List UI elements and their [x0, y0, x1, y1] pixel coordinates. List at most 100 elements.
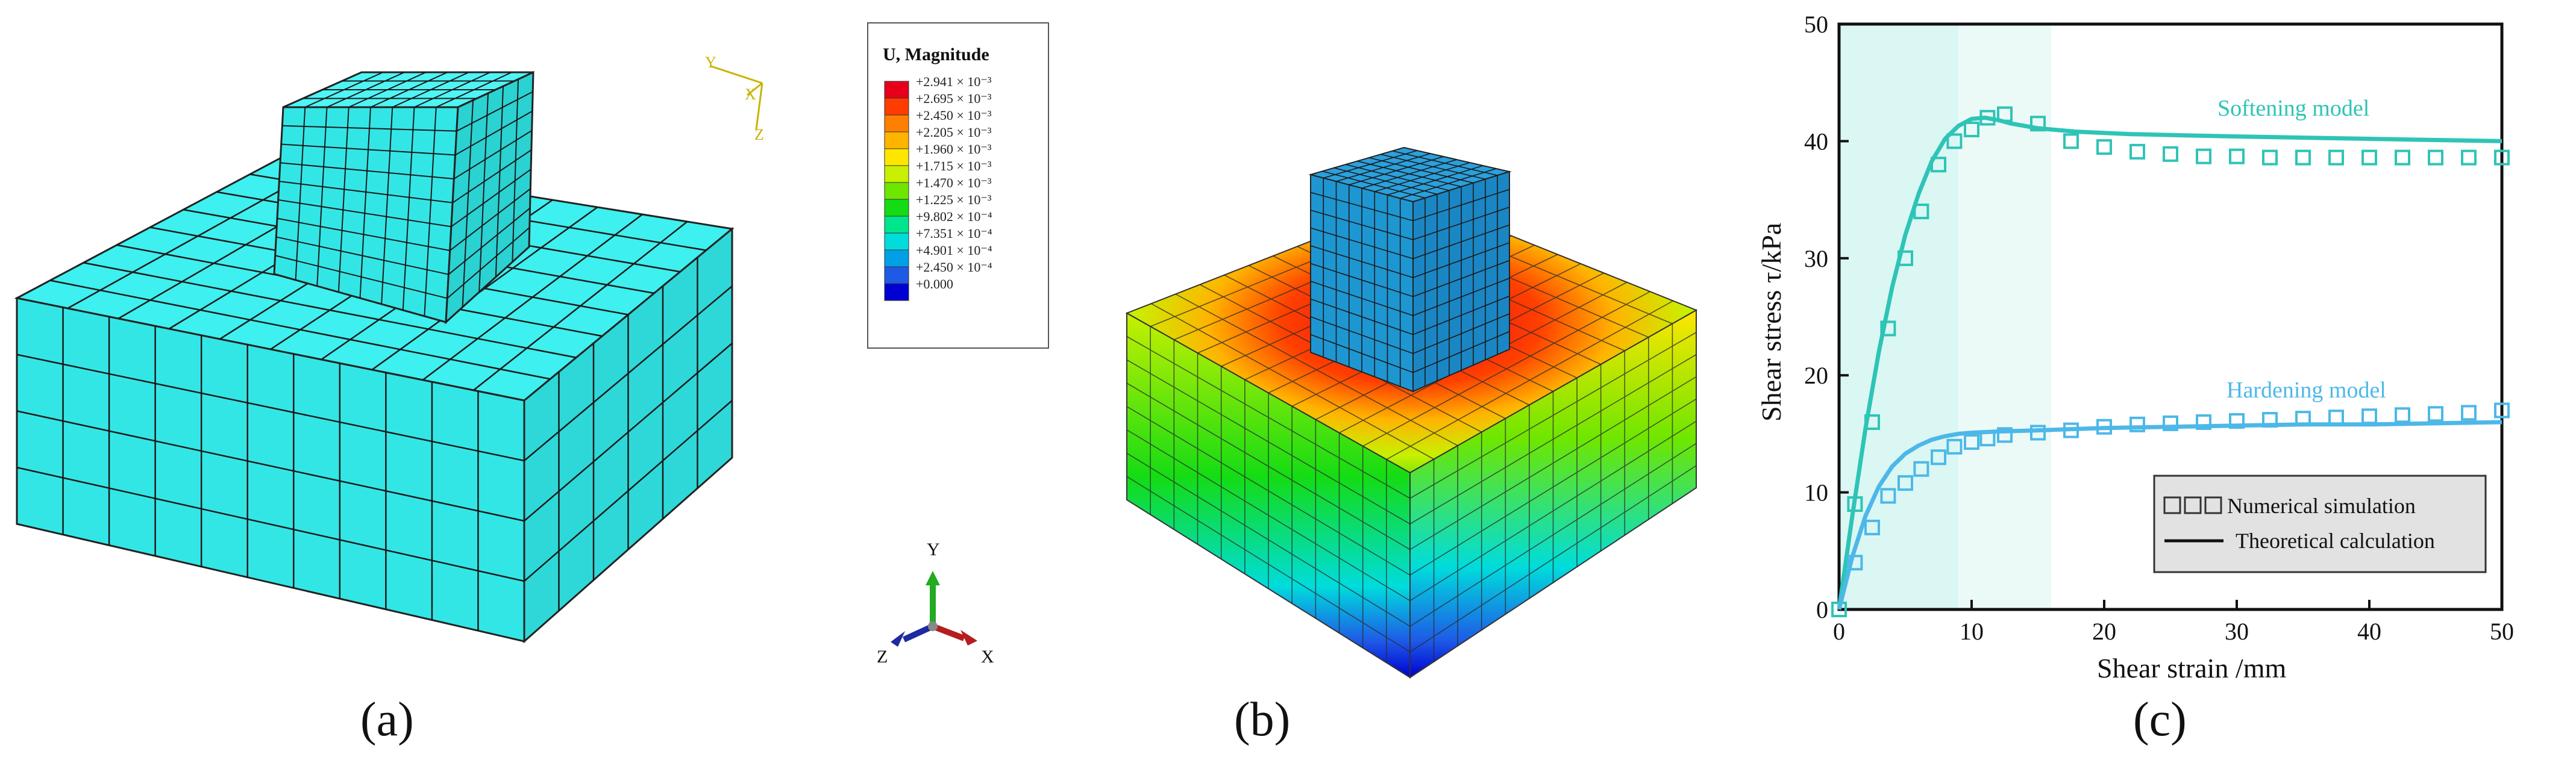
- x-tick-label: 50: [2490, 618, 2514, 645]
- triad-z-label: Z: [877, 647, 888, 667]
- triad-x-label: X: [981, 647, 994, 667]
- series-point-0: [1964, 121, 1979, 137]
- legend-level-label: +2.450 × 10⁻³: [916, 108, 992, 123]
- panel-a-mesh-model: Y X Z: [14, 54, 764, 644]
- legend-level-label: +1.715 × 10⁻³: [916, 158, 992, 173]
- series-point-1: [2063, 422, 2079, 438]
- panel-b-label: (b): [1234, 693, 1291, 746]
- series-point-0: [1931, 157, 1946, 173]
- series-point-1: [2428, 406, 2443, 422]
- x-tick-label: 20: [2092, 618, 2116, 645]
- series-point-0: [2461, 149, 2477, 166]
- x-tick-label: 10: [1960, 618, 1984, 645]
- panel-b-contour-model: [1125, 146, 1698, 679]
- series-point-0: [1997, 106, 2013, 122]
- legend-color-band: [884, 216, 909, 234]
- series-point-0: [2262, 149, 2278, 166]
- series-point-1: [2461, 405, 2477, 421]
- view-axis-x-label: X: [745, 86, 756, 103]
- coordinate-triad: Y X Z: [877, 540, 994, 667]
- series-point-0: [2030, 116, 2046, 132]
- legend-color-band: [884, 148, 909, 166]
- legend-color-band: [884, 114, 909, 132]
- legend-color-band: [884, 165, 909, 183]
- triad-y-label: Y: [927, 540, 940, 559]
- plot-frame: [1837, 22, 2504, 611]
- y-tick-label: 0: [1816, 596, 1828, 623]
- legend-level-label: +1.225 × 10⁻³: [916, 192, 992, 207]
- series-point-0: [2395, 149, 2410, 166]
- series-point-0: [2096, 139, 2112, 155]
- legend-color-band: [884, 98, 909, 116]
- series-point-1: [2196, 414, 2211, 430]
- contour-legend-title: U, Magnitude: [883, 45, 989, 64]
- y-tick-label: 20: [1804, 362, 1828, 389]
- legend-level-label: +4.901 × 10⁻⁴: [916, 243, 992, 258]
- panel-c-label: (c): [2133, 693, 2187, 746]
- series-point-1: [1898, 475, 1913, 491]
- series-point-1: [2229, 413, 2245, 429]
- series-point-1: [2494, 402, 2510, 419]
- legend-color-band: [884, 81, 909, 99]
- legend-color-band: [884, 199, 909, 217]
- series-point-0: [2063, 133, 2079, 149]
- series-point-1: [2262, 412, 2278, 428]
- x-tick-label: 40: [2357, 618, 2381, 645]
- series-point-1: [1946, 438, 1963, 455]
- legend-level-label: +2.695 × 10⁻³: [916, 91, 992, 106]
- legend-level-label: +2.450 × 10⁻⁴: [916, 260, 992, 275]
- legend-level-label: +7.351 × 10⁻⁴: [916, 226, 992, 241]
- x-tick-label: 0: [1833, 618, 1845, 645]
- panel-c-chart: 0 10 20 30 40 50 0 10 20 30 40 50 Softening model H…: [1756, 11, 2514, 684]
- view-axis-y-label: Y: [705, 54, 716, 71]
- legend-level-label: +1.960 × 10⁻³: [916, 142, 992, 157]
- series-point-0: [1946, 133, 1963, 149]
- legend-color-band: [884, 131, 909, 149]
- y-tick-label: 30: [1804, 245, 1828, 272]
- series-point-0: [2494, 149, 2510, 166]
- series-point-0: [1847, 496, 1863, 512]
- series-point-1: [2030, 425, 2046, 441]
- softening-label: Softening model: [2217, 96, 2369, 121]
- series-point-1: [2129, 416, 2145, 432]
- series-point-1: [2361, 408, 2377, 425]
- legend-color-band: [884, 266, 909, 284]
- series-point-0: [2361, 149, 2377, 166]
- series-point-1: [2295, 411, 2311, 427]
- legend-level-label: +0.000: [916, 276, 953, 291]
- series-point-0: [2196, 148, 2211, 164]
- view-axis-z-label: Z: [754, 126, 764, 143]
- legend-color-band: [884, 232, 909, 251]
- legend-color-band: [884, 249, 909, 267]
- y-tick-label: 40: [1804, 128, 1828, 155]
- y-tick-label: 10: [1804, 479, 1828, 506]
- legend-color-band: [884, 283, 909, 301]
- series-point-0: [1913, 204, 1929, 220]
- hardening-label: Hardening model: [2227, 378, 2386, 403]
- series-point-1: [1913, 461, 1929, 477]
- series-point-0: [2428, 149, 2443, 166]
- series-point-1: [1864, 519, 1880, 535]
- x-axis-label: Shear strain /mm: [2097, 653, 2286, 684]
- series-point-0: [2129, 143, 2145, 160]
- series-point-1: [2096, 419, 2112, 435]
- x-tick-label: 30: [2225, 618, 2249, 645]
- series-point-0: [2295, 149, 2311, 166]
- series-point-1: [2328, 410, 2344, 426]
- series-point-1: [1847, 555, 1863, 571]
- series-line-1: [1837, 420, 2502, 610]
- legend-markers-label: Numerical simulation: [2227, 494, 2416, 518]
- legend-color-band: [884, 182, 909, 200]
- series-line-0: [1837, 116, 2502, 610]
- series-point-0: [2163, 146, 2178, 162]
- y-tick-label: 50: [1804, 11, 1828, 38]
- series-point-1: [1880, 488, 1896, 504]
- shaded-region-2: [1958, 24, 2051, 609]
- series-point-0: [2229, 148, 2245, 164]
- series-point-1: [1931, 449, 1946, 466]
- contour-legend: U, Magnitude +2.941 × 10⁻³ +2.695 × 10⁻³ +…: [867, 22, 1049, 349]
- series-point-0: [1898, 250, 1913, 266]
- legend-level-label: +9.802 × 10⁻⁴: [916, 209, 992, 224]
- view-axes-icon: [710, 65, 763, 130]
